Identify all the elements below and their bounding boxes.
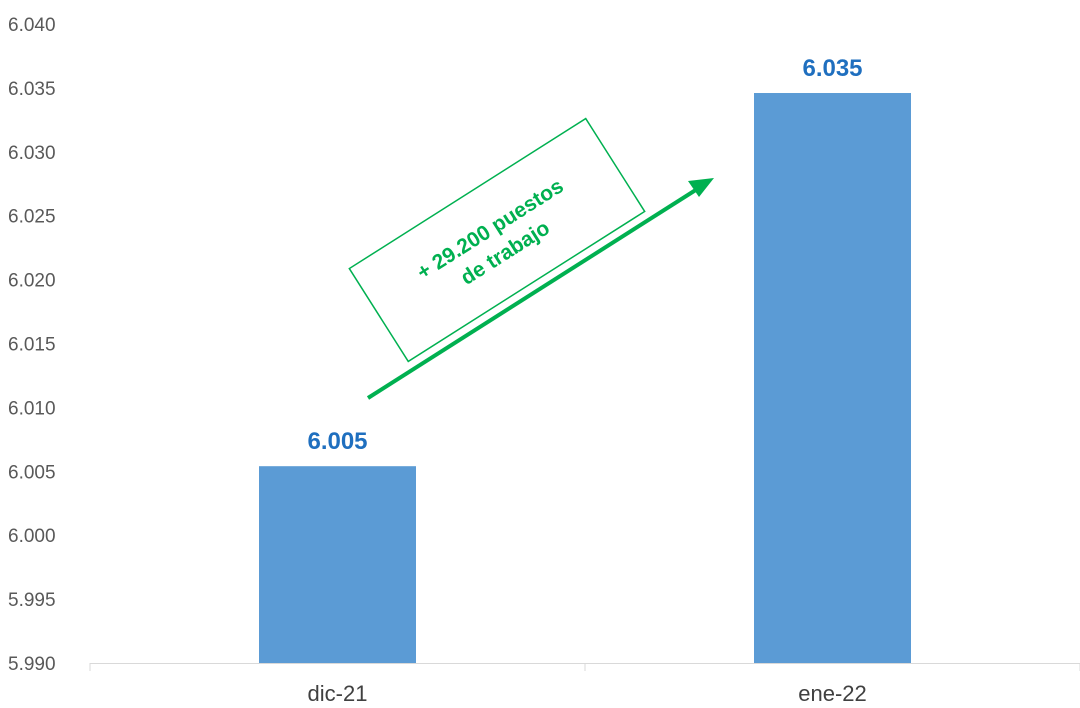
annotation-box [348, 117, 646, 363]
y-tick-label: 6.010 [8, 398, 56, 419]
x-axis: dic-21 ene-22 [89, 663, 1080, 706]
data-label: 6.035 [802, 55, 862, 82]
bar [754, 93, 911, 663]
growth-arrow [366, 184, 704, 400]
y-tick-label: 6.035 [8, 79, 56, 100]
growth-arrow-head [688, 178, 714, 197]
y-axis-ticks: 5.990 5.995 6.000 6.005 6.010 6.015 6.020 6.025… [8, 15, 56, 675]
y-tick-label: 6.030 [8, 143, 56, 164]
y-tick-label: 6.020 [8, 271, 56, 292]
x-tick-label: ene-22 [798, 681, 867, 706]
data-label: 6.005 [307, 428, 367, 455]
y-tick-label: 6.000 [8, 526, 56, 547]
y-tick-label: 5.995 [8, 590, 56, 611]
bar [259, 466, 416, 663]
growth-annotation: + 29.200 puestos de trabajo [348, 117, 714, 400]
y-tick-label: 6.015 [8, 335, 56, 356]
y-tick-label: 5.990 [8, 654, 56, 675]
y-tick-label: 6.040 [8, 15, 56, 36]
y-tick-label: 6.025 [8, 207, 56, 228]
bars [259, 93, 911, 663]
data-labels: 6.005 6.035 [307, 55, 862, 455]
y-tick-label: 6.005 [8, 462, 56, 483]
x-tick-label: dic-21 [308, 681, 368, 706]
